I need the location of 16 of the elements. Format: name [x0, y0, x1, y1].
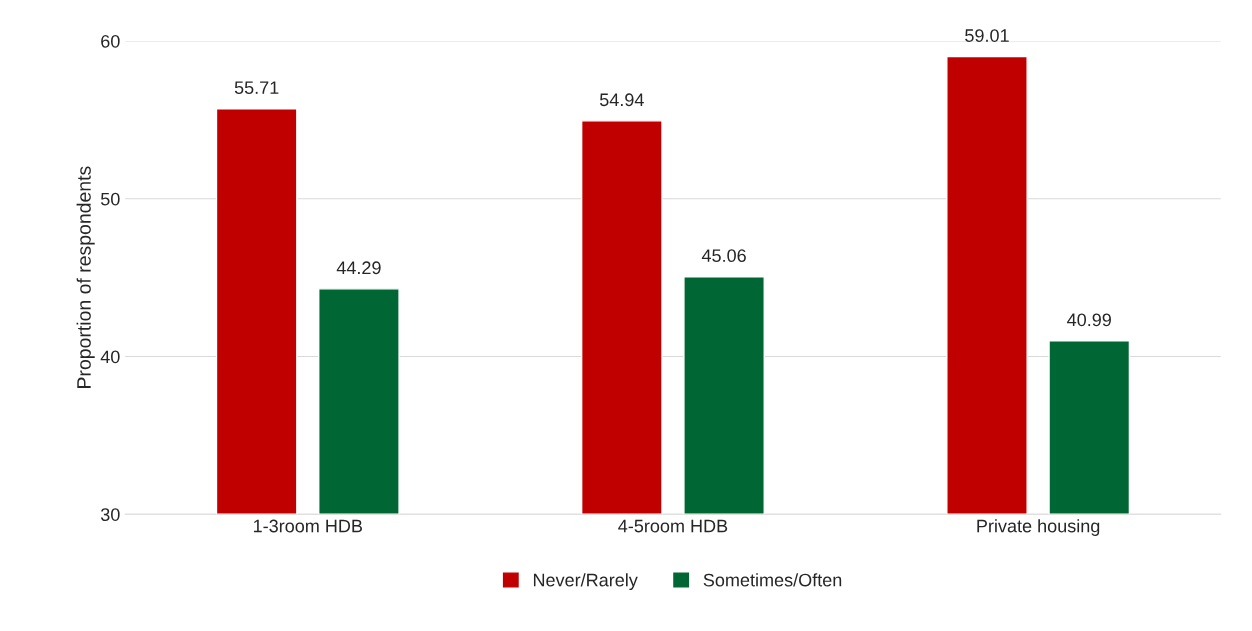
y-tick-label: 40 — [100, 350, 120, 364]
y-tick-label: 30 — [100, 508, 120, 521]
y-tick-label: 50 — [100, 192, 120, 206]
legend-label: Never/Rarely — [533, 573, 638, 591]
y-tick-label: 60 — [101, 34, 120, 48]
x-tick-label: 1-3room HDB — [253, 519, 363, 533]
data-label: 44.29 — [336, 261, 381, 275]
data-label: 59.01 — [965, 29, 1009, 42]
data-label: 54.94 — [599, 93, 644, 107]
legend-label: Sometimes/Often — [703, 573, 842, 587]
x-tick-label: Private housing — [977, 519, 1100, 536]
data-label: 45.06 — [701, 249, 746, 263]
y-axis-title: Proportion of respondents — [76, 166, 95, 388]
x-tick-label: 4-5room HDB — [618, 519, 728, 533]
data-label: 40.99 — [1067, 313, 1111, 327]
data-label: 55.71 — [234, 81, 279, 95]
